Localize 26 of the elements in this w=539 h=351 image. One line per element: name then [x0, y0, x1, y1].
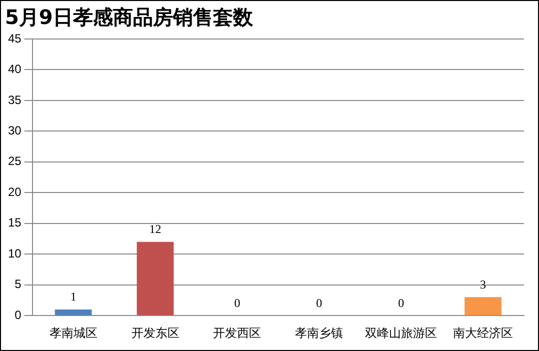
x-tick-label: 孝南乡镇 — [295, 326, 344, 340]
y-tick-label: 40 — [8, 62, 22, 76]
y-tick-label: 25 — [8, 154, 22, 168]
data-label: 0 — [234, 296, 240, 310]
y-tick-label: 30 — [8, 124, 22, 138]
bar — [54, 309, 92, 316]
data-label: 0 — [398, 296, 404, 310]
data-label: 1 — [70, 290, 76, 304]
x-tick-label: 开发东区 — [131, 326, 180, 340]
data-label: 0 — [316, 296, 322, 310]
x-tick-label: 孝南城区 — [49, 326, 98, 340]
data-label: 3 — [480, 277, 486, 292]
bar — [464, 297, 502, 316]
y-tick-label: 45 — [8, 31, 22, 46]
y-tick-label: 35 — [8, 92, 22, 107]
x-tick-label: 开发西区 — [213, 326, 262, 340]
y-tick-label: 10 — [8, 246, 22, 260]
y-tick-label: 5 — [14, 277, 22, 292]
data-label: 12 — [149, 222, 162, 236]
bar — [136, 242, 174, 316]
y-tick-label: 15 — [8, 216, 22, 230]
x-tick-label: 南大经济区 — [453, 326, 514, 340]
x-tick-label: 双峰山旅游区 — [365, 326, 438, 340]
y-tick-label: 20 — [8, 184, 22, 199]
chart-title: 5月9日孝感商品房销售套数 — [5, 5, 254, 30]
y-tick-label: 0 — [14, 308, 22, 322]
